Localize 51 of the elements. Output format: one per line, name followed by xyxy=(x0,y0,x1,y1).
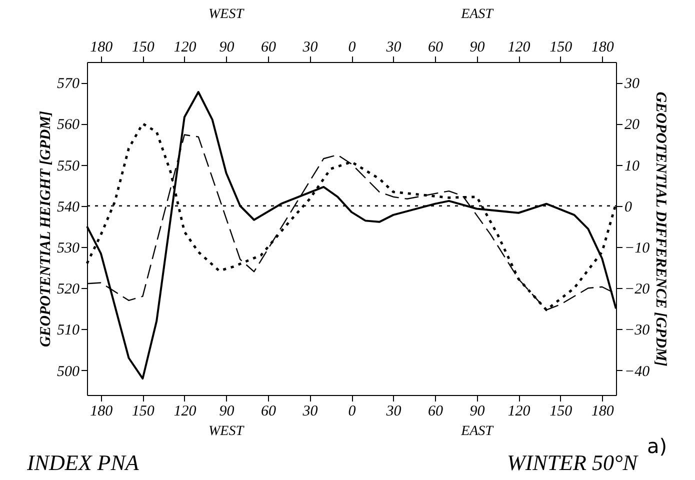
text: INDEX PNA xyxy=(26,450,140,475)
x2-tick-label: 60 xyxy=(428,404,444,420)
x-tick-label: 30 xyxy=(302,40,318,56)
x2-tick-label: 120 xyxy=(174,404,197,420)
x-tick-label: 150 xyxy=(550,40,573,56)
x-tick-label: 180 xyxy=(591,40,614,56)
x2-tick-label: 90 xyxy=(470,404,486,420)
x2-tick-label: 30 xyxy=(302,404,318,420)
x-tick-label: 90 xyxy=(470,40,486,56)
y-tick-label: 550 xyxy=(57,158,80,174)
x-tick-label: 30 xyxy=(385,40,402,56)
y2-tick-label: −40 xyxy=(624,364,650,380)
text: WEST xyxy=(208,424,245,439)
y2-axis-title: GEOPOTENTIAL DIFFERENCE [GPDM] xyxy=(652,92,669,366)
x2-tick-label: 150 xyxy=(132,404,155,420)
x2-tick-label: 30 xyxy=(385,404,402,420)
y-tick-label: 520 xyxy=(57,282,80,298)
y2-tick-label: 30 xyxy=(624,76,640,92)
y-tick-label: 560 xyxy=(57,117,80,134)
y2-tick-label: 20 xyxy=(624,117,640,134)
x2-tick-label: 120 xyxy=(508,404,531,420)
x-tick-label: 120 xyxy=(174,40,197,56)
y2-tick-label: −30 xyxy=(624,322,650,339)
x-tick-label: 150 xyxy=(132,40,155,56)
x-tick-label: 60 xyxy=(260,40,276,56)
x2-tick-label: 60 xyxy=(260,404,276,420)
y2-tick-label: 10 xyxy=(624,158,640,174)
y2-tick-label: 0 xyxy=(624,199,632,216)
text: WINTER 50°N xyxy=(507,450,639,475)
y-tick-label: 540 xyxy=(57,199,80,216)
x-tick-label: 90 xyxy=(219,40,235,56)
x2-tick-label: 0 xyxy=(348,404,356,420)
y2-tick-label: −20 xyxy=(624,282,650,298)
x2-tick-label: 180 xyxy=(591,404,614,420)
y-tick-label: 500 xyxy=(57,364,80,380)
x-tick-label: 180 xyxy=(90,40,114,56)
y2-tick-label: −10 xyxy=(624,240,650,256)
x2-tick-label: 180 xyxy=(90,404,114,420)
y-tick-label: 510 xyxy=(57,322,80,339)
y-tick-label: 530 xyxy=(57,240,80,256)
y-tick-label: 570 xyxy=(57,76,80,92)
x-tick-label: 0 xyxy=(348,40,356,56)
x2-tick-label: 90 xyxy=(219,404,235,420)
text: EAST xyxy=(460,7,494,22)
y-axis-title: GEOPOTENTIAL HEIGHT [GPDM] xyxy=(38,110,54,348)
text: EAST xyxy=(460,424,494,439)
text: a) xyxy=(647,434,668,458)
x2-tick-label: 150 xyxy=(550,404,573,420)
x-tick-label: 60 xyxy=(428,40,444,56)
x-tick-label: 120 xyxy=(508,40,531,56)
text: WEST xyxy=(208,7,245,22)
